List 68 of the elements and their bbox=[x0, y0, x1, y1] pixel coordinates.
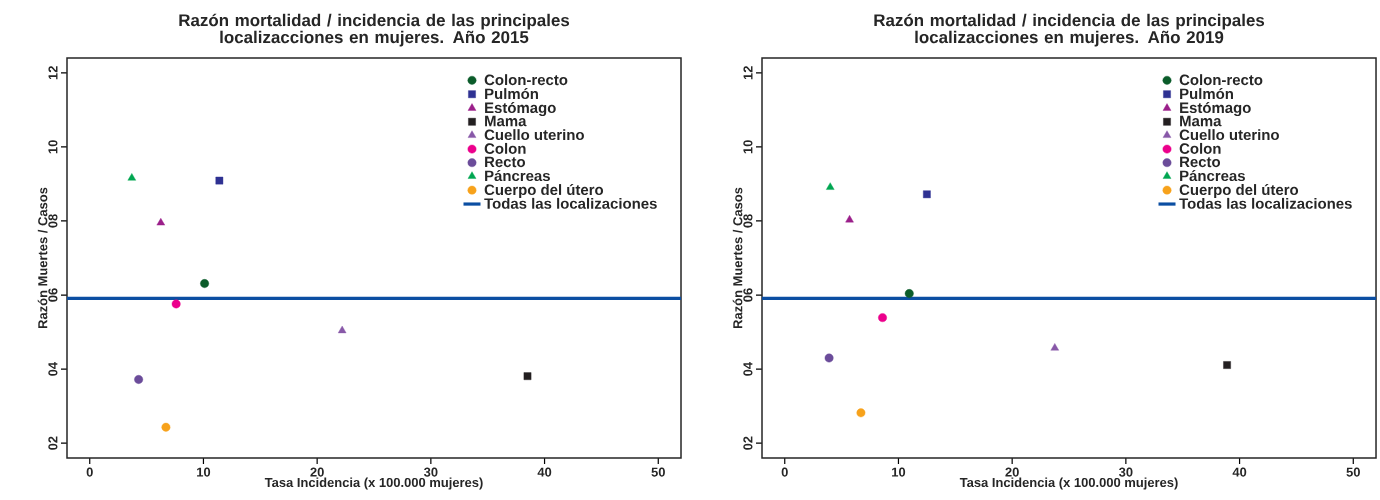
legend-label: Páncreas bbox=[1180, 170, 1245, 182]
point bbox=[824, 353, 834, 363]
x-tick-label: 0 bbox=[781, 467, 788, 477]
point bbox=[1223, 361, 1231, 369]
y-tick-label: 10 bbox=[743, 140, 753, 154]
point bbox=[856, 408, 866, 418]
y-tick-label: 12 bbox=[48, 66, 58, 80]
point bbox=[134, 375, 144, 384]
x-tick-label: 0 bbox=[86, 467, 93, 477]
x-tick-label: 30 bbox=[423, 467, 438, 477]
y-axis-title: Razón Muertes / Casos bbox=[732, 187, 743, 329]
x-tick-label: 10 bbox=[892, 467, 906, 477]
legend-label: Todas las localizaciones bbox=[1179, 197, 1352, 209]
y-tick-label: 10 bbox=[48, 140, 58, 154]
legend-label: Colon bbox=[484, 142, 526, 154]
y-tick-label: 08 bbox=[48, 214, 58, 228]
x-tick-label: 30 bbox=[1118, 467, 1133, 477]
y-tick-label: 06 bbox=[743, 288, 753, 302]
x-tick-label: 50 bbox=[1346, 467, 1360, 477]
point bbox=[337, 325, 347, 334]
legend-label: Cuello uterino bbox=[484, 129, 584, 141]
point bbox=[200, 279, 209, 288]
legend-label: Colon-recto bbox=[484, 74, 568, 86]
y-tick-label: 04 bbox=[743, 361, 753, 376]
point bbox=[156, 218, 165, 226]
chart-title: Razón mortalidad / incidencia de las principales localizacciones en mujeres. Año 2015 bbox=[179, 13, 570, 47]
x-tick-label: 50 bbox=[651, 467, 665, 477]
legend-label: Mama bbox=[1180, 115, 1222, 127]
point bbox=[1050, 343, 1059, 351]
y-tick-label: 04 bbox=[48, 361, 58, 376]
legend-label: Recto bbox=[1180, 156, 1221, 168]
point bbox=[878, 313, 887, 323]
y-tick-label: 02 bbox=[743, 436, 753, 450]
x-tick-label: 10 bbox=[197, 467, 211, 477]
point bbox=[523, 372, 532, 380]
x-tick-label: 20 bbox=[310, 467, 324, 477]
x-tick-label: 40 bbox=[537, 467, 552, 477]
y-tick-label: 12 bbox=[743, 66, 753, 80]
legend-label: Mama bbox=[485, 115, 527, 127]
legend-label: Páncreas bbox=[485, 170, 550, 182]
legend-label: Recto bbox=[485, 156, 526, 168]
legend-label: Cuello uterino bbox=[1179, 129, 1279, 141]
y-tick-label: 08 bbox=[743, 214, 753, 228]
point bbox=[845, 215, 854, 223]
legend-label: Todas las localizaciones bbox=[484, 197, 657, 209]
point bbox=[923, 190, 931, 199]
legend-label: Colon bbox=[1179, 142, 1221, 154]
legend-label: Colon-recto bbox=[1179, 74, 1263, 86]
legend-label: Estómago bbox=[485, 101, 556, 117]
point bbox=[826, 182, 835, 190]
legend-label: Cuerpo del útero bbox=[484, 183, 604, 198]
point bbox=[215, 176, 224, 185]
y-axis-title: Razón Muertes / Casos bbox=[37, 187, 48, 329]
chart-title: Razón mortalidad / incidencia de las principales localizacciones en mujeres. Año 2019 bbox=[874, 13, 1265, 47]
legend-label: Pulmón bbox=[1180, 88, 1233, 100]
x-tick-label: 40 bbox=[1232, 467, 1247, 477]
legend-label: Cuerpo del útero bbox=[1179, 183, 1299, 198]
y-tick-label: 02 bbox=[48, 436, 58, 450]
point bbox=[904, 289, 914, 298]
x-axis-title: Tasa Incidencia (x 100.000 mujeres) bbox=[264, 477, 483, 490]
x-tick-label: 20 bbox=[1005, 467, 1019, 477]
y-tick-label: 06 bbox=[48, 288, 58, 302]
legend-label: Pulmón bbox=[485, 88, 538, 100]
x-axis-title: Tasa Incidencia (x 100.000 mujeres) bbox=[959, 477, 1178, 490]
legend-label: Estómago bbox=[1180, 101, 1251, 117]
point bbox=[161, 422, 171, 432]
point bbox=[171, 299, 181, 309]
point bbox=[127, 173, 136, 181]
